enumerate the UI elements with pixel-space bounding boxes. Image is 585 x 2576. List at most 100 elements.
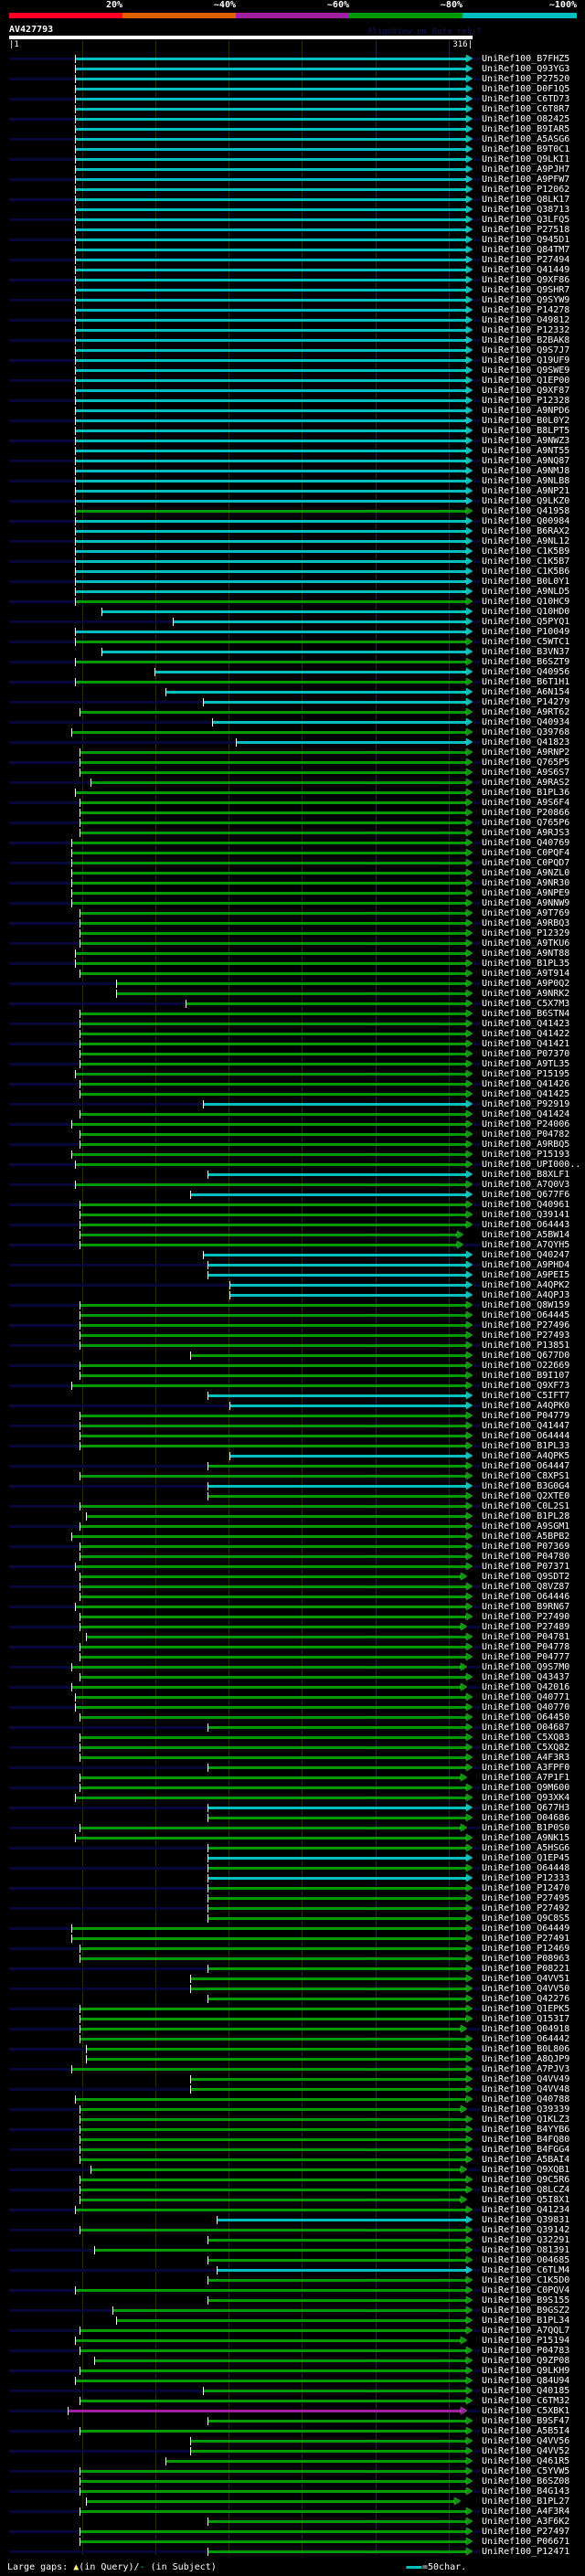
alignment-row[interactable]: UniRef100_A5HSG6 bbox=[0, 1843, 585, 1853]
alignment-bar[interactable] bbox=[75, 631, 466, 633]
subject-label[interactable]: UniRef100_A9NPE9 bbox=[482, 888, 570, 898]
subject-label[interactable]: UniRef100_A4QPJ3 bbox=[482, 1290, 570, 1300]
subject-label[interactable]: UniRef100_Q39339 bbox=[482, 2104, 570, 2115]
alignment-row[interactable]: UniRef100_A9T914 bbox=[0, 969, 585, 979]
subject-label[interactable]: UniRef100_Q1EPK5 bbox=[482, 2004, 570, 2014]
subject-label[interactable]: UniRef100_B1PL35 bbox=[482, 959, 570, 969]
subject-label[interactable]: UniRef100_O64447 bbox=[482, 1461, 570, 1471]
alignment-bar[interactable] bbox=[75, 369, 466, 372]
alignment-bar[interactable] bbox=[101, 651, 466, 653]
alignment-row[interactable]: UniRef100_A4QPK5 bbox=[0, 1451, 585, 1461]
subject-label[interactable]: UniRef100_B4G143 bbox=[482, 2486, 570, 2496]
alignment-bar[interactable] bbox=[80, 1214, 466, 1216]
alignment-row[interactable]: UniRef100_P04780 bbox=[0, 1552, 585, 1562]
alignment-row[interactable]: UniRef100_A9T769 bbox=[0, 908, 585, 918]
subject-label[interactable]: UniRef100_Q9XF87 bbox=[482, 386, 570, 396]
alignment-bar[interactable] bbox=[75, 450, 466, 452]
alignment-bar[interactable] bbox=[75, 359, 466, 362]
subject-label[interactable]: UniRef100_Q945D1 bbox=[482, 235, 570, 245]
alignment-row[interactable]: UniRef100_Q2XTE0 bbox=[0, 1491, 585, 1501]
alignment-bar[interactable] bbox=[80, 1776, 461, 1779]
alignment-row[interactable]: UniRef100_B0L0Y1 bbox=[0, 577, 585, 587]
subject-label[interactable]: UniRef100_Q10HD0 bbox=[482, 607, 570, 617]
alignment-bar[interactable] bbox=[80, 801, 466, 804]
alignment-bar[interactable] bbox=[75, 168, 466, 171]
alignment-row[interactable]: UniRef100_P24006 bbox=[0, 1119, 585, 1129]
alignment-row[interactable]: UniRef100_A9RT62 bbox=[0, 707, 585, 717]
alignment-row[interactable]: UniRef100_Q9LKH9 bbox=[0, 2366, 585, 2376]
alignment-row[interactable]: UniRef100_B9T0C1 bbox=[0, 144, 585, 154]
alignment-row[interactable]: UniRef100_Q8LK17 bbox=[0, 195, 585, 205]
alignment-row[interactable]: UniRef100_Q41421 bbox=[0, 1039, 585, 1049]
alignment-row[interactable]: UniRef100_C5XQ82 bbox=[0, 1743, 585, 1753]
alignment-bar[interactable] bbox=[85, 1636, 466, 1638]
alignment-row[interactable]: UniRef100_B1PL27 bbox=[0, 2496, 585, 2507]
subject-label[interactable]: UniRef100_C0L2S1 bbox=[482, 1501, 570, 1511]
alignment-row[interactable]: UniRef100_B4YYB6 bbox=[0, 2125, 585, 2135]
subject-label[interactable]: UniRef100_A9NZL0 bbox=[482, 868, 570, 878]
alignment-bar[interactable] bbox=[75, 1606, 466, 1608]
alignment-bar[interactable] bbox=[75, 540, 466, 543]
alignment-bar[interactable] bbox=[80, 2108, 461, 2111]
subject-label[interactable]: UniRef100_P14279 bbox=[482, 697, 570, 707]
subject-label[interactable]: UniRef100_Q5PYQ1 bbox=[482, 617, 570, 627]
subject-label[interactable]: UniRef100_Q39142 bbox=[482, 2225, 570, 2235]
alignment-row[interactable]: UniRef100_B1PL34 bbox=[0, 2316, 585, 2326]
subject-label[interactable]: UniRef100_Q41424 bbox=[482, 1109, 570, 1119]
alignment-row[interactable]: UniRef100_C1K5B9 bbox=[0, 546, 585, 557]
subject-label[interactable]: UniRef100_O64446 bbox=[482, 1592, 570, 1602]
alignment-row[interactable]: UniRef100_P12471 bbox=[0, 2547, 585, 2557]
alignment-row[interactable]: UniRef100_Q9S7M0 bbox=[0, 1662, 585, 1672]
alignment-bar[interactable] bbox=[75, 962, 466, 965]
alignment-bar[interactable] bbox=[207, 1173, 466, 1176]
alignment-bar[interactable] bbox=[75, 279, 466, 281]
alignment-bar[interactable] bbox=[75, 218, 466, 221]
subject-label[interactable]: UniRef100_B3G0G4 bbox=[482, 1481, 570, 1491]
subject-label[interactable]: UniRef100_Q40771 bbox=[482, 1692, 570, 1702]
alignment-row[interactable]: UniRef100_A9NWZ3 bbox=[0, 436, 585, 446]
alignment-bar[interactable] bbox=[229, 1294, 466, 1297]
alignment-bar[interactable] bbox=[207, 2520, 466, 2523]
alignment-row[interactable]: UniRef100_Q9SDT2 bbox=[0, 1572, 585, 1582]
alignment-bar[interactable] bbox=[70, 882, 466, 885]
alignment-row[interactable]: UniRef100_B4FGG4 bbox=[0, 2145, 585, 2155]
alignment-row[interactable]: UniRef100_Q41425 bbox=[0, 1089, 585, 1099]
subject-label[interactable]: UniRef100_Q93YG3 bbox=[482, 64, 570, 74]
subject-label[interactable]: UniRef100_A9NRK2 bbox=[482, 989, 570, 999]
subject-label[interactable]: UniRef100_Q40769 bbox=[482, 838, 570, 848]
alignment-row[interactable]: UniRef100_Q84TM7 bbox=[0, 245, 585, 255]
subject-label[interactable]: UniRef100_C5WTC1 bbox=[482, 637, 570, 647]
alignment-bar[interactable] bbox=[80, 912, 466, 915]
alignment-bar[interactable] bbox=[80, 2530, 466, 2533]
alignment-bar[interactable] bbox=[75, 1073, 466, 1076]
subject-label[interactable]: UniRef100_O49812 bbox=[482, 315, 570, 325]
subject-label[interactable]: UniRef100_A6N154 bbox=[482, 687, 570, 697]
alignment-bar[interactable] bbox=[80, 2490, 466, 2493]
alignment-bar[interactable] bbox=[189, 1977, 466, 1980]
alignment-bar[interactable] bbox=[189, 2088, 466, 2091]
alignment-bar[interactable] bbox=[70, 1666, 461, 1669]
alignment-bar[interactable] bbox=[229, 1455, 466, 1458]
alignment-bar[interactable] bbox=[75, 349, 466, 352]
subject-label[interactable]: UniRef100_A7Q0V3 bbox=[482, 1180, 570, 1190]
subject-label[interactable]: UniRef100_B6RAX2 bbox=[482, 526, 570, 536]
subject-label[interactable]: UniRef100_P27518 bbox=[482, 225, 570, 235]
subject-label[interactable]: UniRef100_B8LPT5 bbox=[482, 426, 570, 436]
alignment-row[interactable]: UniRef100_Q39142 bbox=[0, 2225, 585, 2235]
subject-label[interactable]: UniRef100_A7QYH5 bbox=[482, 1240, 570, 1250]
alignment-bar[interactable] bbox=[80, 832, 466, 834]
subject-label[interactable]: UniRef100_Q9LKZ0 bbox=[482, 496, 570, 506]
alignment-bar[interactable] bbox=[75, 78, 466, 80]
alignment-row[interactable]: UniRef100_A7PJV3 bbox=[0, 2064, 585, 2074]
alignment-bar[interactable] bbox=[80, 1053, 466, 1055]
alignment-row[interactable]: UniRef100_O64442 bbox=[0, 2034, 585, 2044]
subject-label[interactable]: UniRef100_Q04918 bbox=[482, 2024, 570, 2034]
alignment-row[interactable]: UniRef100_P12329 bbox=[0, 928, 585, 938]
alignment-row[interactable]: UniRef100_A4F3R4 bbox=[0, 2507, 585, 2517]
alignment-bar[interactable] bbox=[207, 1726, 466, 1729]
alignment-row[interactable]: UniRef100_P27489 bbox=[0, 1622, 585, 1632]
alignment-row[interactable]: UniRef100_Q40771 bbox=[0, 1692, 585, 1702]
alignment-row[interactable]: UniRef100_O64443 bbox=[0, 1220, 585, 1230]
alignment-row[interactable]: UniRef100_B9IAR5 bbox=[0, 124, 585, 134]
subject-label[interactable]: UniRef100_Q40185 bbox=[482, 2386, 570, 2396]
